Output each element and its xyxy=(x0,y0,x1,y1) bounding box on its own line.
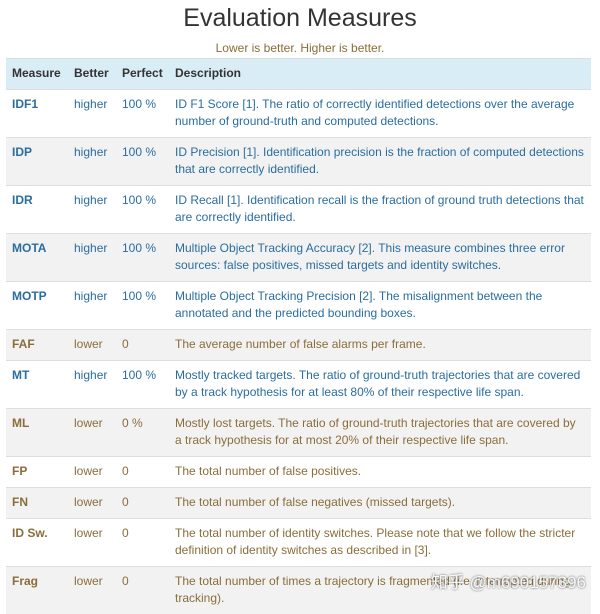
cell-better: higher xyxy=(68,138,116,186)
cell-better: lower xyxy=(68,519,116,567)
cell-measure: IDP xyxy=(6,138,68,186)
cell-measure: MOTA xyxy=(6,234,68,282)
cell-description: Mostly lost targets. The ratio of ground… xyxy=(169,409,591,457)
cell-perfect: 100 % xyxy=(116,90,169,138)
cell-measure: ML xyxy=(6,409,68,457)
cell-description: The total number of identity switches. P… xyxy=(169,519,591,567)
cell-description: Multiple Object Tracking Accuracy [2]. T… xyxy=(169,234,591,282)
column-header: Better xyxy=(68,59,116,90)
cell-perfect: 100 % xyxy=(116,138,169,186)
cell-description: The total number of false positives. xyxy=(169,457,591,488)
cell-description: ID Recall [1]. Identification recall is … xyxy=(169,186,591,234)
cell-measure: FP xyxy=(6,457,68,488)
cell-description: Multiple Object Tracking Precision [2]. … xyxy=(169,282,591,330)
cell-measure: IDF1 xyxy=(6,90,68,138)
cell-description: ID Precision [1]. Identification precisi… xyxy=(169,138,591,186)
watermark: 知乎 @m690157396 xyxy=(431,568,586,593)
column-header: Perfect xyxy=(116,59,169,90)
cell-perfect: 0 % xyxy=(116,409,169,457)
cell-measure: IDR xyxy=(6,186,68,234)
cell-perfect: 0 xyxy=(116,330,169,361)
cell-perfect: 100 % xyxy=(116,282,169,330)
cell-measure: ID Sw. xyxy=(6,519,68,567)
cell-better: lower xyxy=(68,457,116,488)
cell-perfect: 0 xyxy=(116,567,169,614)
cell-better: higher xyxy=(68,234,116,282)
cell-perfect: 0 xyxy=(116,519,169,567)
title: Evaluation Measures xyxy=(0,4,600,33)
cell-perfect: 0 xyxy=(116,457,169,488)
subtitle: Lower is better. Higher is better. xyxy=(0,41,600,55)
cell-perfect: 0 xyxy=(116,488,169,519)
column-header: Description xyxy=(169,59,591,90)
cell-description: ID F1 Score [1]. The ratio of correctly … xyxy=(169,90,591,138)
column-header: Measure xyxy=(6,59,68,90)
cell-perfect: 100 % xyxy=(116,234,169,282)
cell-better: lower xyxy=(68,567,116,614)
cell-description: Mostly tracked targets. The ratio of gro… xyxy=(169,361,591,409)
cell-better: lower xyxy=(68,488,116,519)
cell-perfect: 100 % xyxy=(116,186,169,234)
cell-better: lower xyxy=(68,330,116,361)
cell-better: higher xyxy=(68,186,116,234)
cell-description: The average number of false alarms per f… xyxy=(169,330,591,361)
cell-better: higher xyxy=(68,90,116,138)
cell-measure: MT xyxy=(6,361,68,409)
cell-measure: FN xyxy=(6,488,68,519)
cell-better: higher xyxy=(68,361,116,409)
cell-better: higher xyxy=(68,282,116,330)
cell-description: The total number of false negatives (mis… xyxy=(169,488,591,519)
cell-measure: FAF xyxy=(6,330,68,361)
cell-measure: MOTP xyxy=(6,282,68,330)
cell-measure: Frag xyxy=(6,567,68,614)
cell-perfect: 100 % xyxy=(116,361,169,409)
cell-better: lower xyxy=(68,409,116,457)
